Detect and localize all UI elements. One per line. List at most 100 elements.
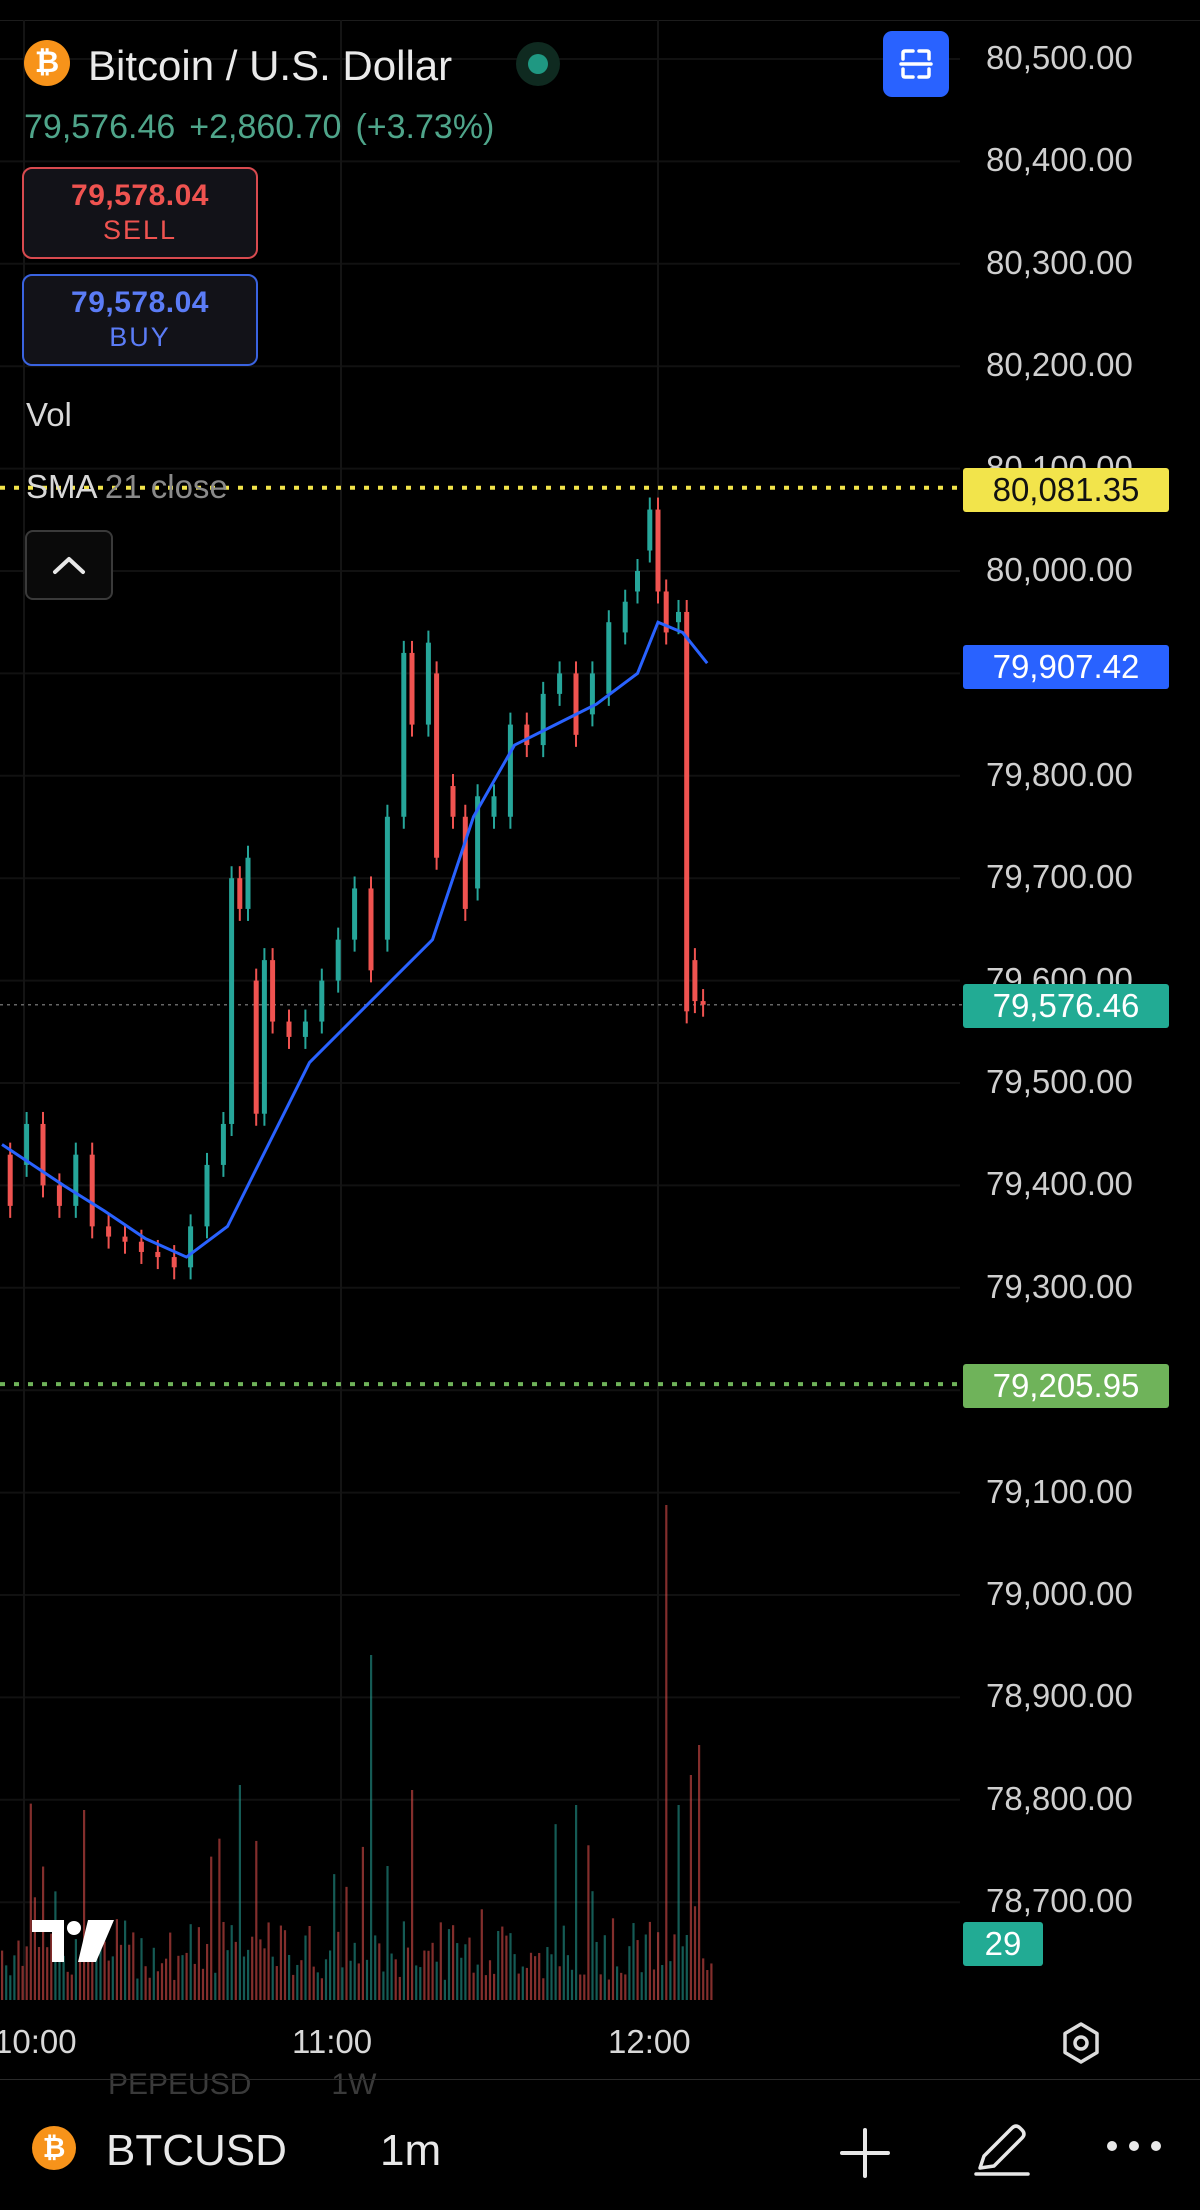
symbol-title[interactable]: Bitcoin / U.S. Dollar bbox=[88, 42, 453, 89]
volume-bar bbox=[452, 1925, 455, 2000]
volume-bar bbox=[607, 1979, 610, 2000]
volume-bar bbox=[329, 1950, 332, 2000]
volume-bar bbox=[9, 1975, 12, 2000]
volume-bar bbox=[505, 1935, 508, 2000]
volume-bar bbox=[644, 1934, 647, 2000]
chart-settings-icon[interactable] bbox=[1058, 2020, 1104, 2066]
volume-bar bbox=[214, 1972, 217, 2000]
volume-bar bbox=[538, 1952, 541, 2000]
volume-bar bbox=[702, 1958, 705, 2000]
sell-price: 79,578.04 bbox=[71, 179, 209, 212]
add-plus-icon[interactable] bbox=[838, 2126, 892, 2180]
price-tick-label: 79,800.00 bbox=[986, 755, 1133, 793]
volume-bar bbox=[484, 1975, 487, 2000]
candle-body bbox=[524, 724, 530, 746]
more-dots-icon[interactable] bbox=[1104, 2136, 1164, 2156]
bottom-toolbar: ₿ BTCUSD 1m bbox=[0, 2100, 1200, 2210]
volume-bar bbox=[33, 1897, 36, 2000]
volume-bar bbox=[382, 1971, 385, 2000]
candle-body bbox=[409, 652, 415, 725]
volume-bar bbox=[554, 1824, 557, 2000]
current-price-label: 79,576.46 bbox=[963, 984, 1169, 1028]
volume-bar bbox=[624, 1974, 627, 2000]
volume-bar bbox=[349, 1960, 352, 2000]
volume-bar bbox=[70, 1974, 73, 2000]
volume-bar bbox=[677, 1805, 680, 2000]
fullscreen-button[interactable] bbox=[883, 31, 949, 97]
interval-button[interactable]: 1m bbox=[380, 2126, 442, 2175]
volume-bar bbox=[673, 1934, 676, 2000]
volume-bar bbox=[640, 1972, 643, 2000]
volume-bar bbox=[21, 1965, 24, 2000]
volume-bar bbox=[230, 1925, 233, 2000]
volume-bar bbox=[611, 1918, 615, 2000]
volume-bar bbox=[394, 1959, 397, 2000]
volume-bar bbox=[160, 1963, 164, 2000]
candle-body bbox=[700, 1001, 706, 1005]
volume-bar bbox=[148, 1977, 151, 2000]
volume-bar bbox=[144, 1966, 147, 2000]
candle-body bbox=[237, 878, 243, 909]
session-low-label: 79,205.95 bbox=[963, 1364, 1169, 1408]
candle-body bbox=[676, 611, 681, 623]
sell-button[interactable]: 79,578.04 SELL bbox=[22, 167, 258, 259]
candle-body bbox=[589, 673, 595, 715]
volume-legend[interactable]: Vol bbox=[26, 396, 72, 434]
watchlist-ghost-item: PEPEUSD 1W bbox=[108, 2068, 377, 2101]
volume-bar bbox=[509, 1933, 512, 2000]
price-tick-label: 79,100.00 bbox=[986, 1472, 1133, 1510]
drawing-pen-icon[interactable] bbox=[970, 2118, 1032, 2180]
volume-bar bbox=[513, 1954, 516, 2000]
volume-bar bbox=[29, 1803, 32, 2000]
price-chart[interactable] bbox=[0, 0, 1200, 2080]
price-tick-label: 80,000.00 bbox=[986, 551, 1133, 588]
volume-bar bbox=[415, 1965, 418, 2000]
candle-body bbox=[692, 960, 698, 1002]
volume-bar bbox=[119, 1944, 123, 2000]
volume-bar bbox=[1, 1950, 4, 2000]
volume-bar bbox=[83, 1810, 86, 2000]
candle-body bbox=[138, 1241, 144, 1252]
sma-legend[interactable]: SMA 21 close bbox=[26, 468, 228, 506]
volume-bar bbox=[173, 1979, 176, 2000]
volume-bar bbox=[648, 1921, 651, 2000]
candle-body bbox=[573, 673, 579, 735]
volume-bar bbox=[201, 1968, 205, 2000]
volume-bar bbox=[411, 1790, 414, 2000]
buy-button[interactable]: 79,578.04 BUY bbox=[22, 274, 258, 366]
volume-bar bbox=[657, 1932, 660, 2000]
volume-bar bbox=[279, 1925, 282, 2000]
volume-bar bbox=[17, 1940, 20, 2000]
volume-bar bbox=[521, 1966, 524, 2000]
volume-bar bbox=[197, 1927, 200, 2000]
volume-bar bbox=[534, 1956, 537, 2000]
volume-bar bbox=[247, 1949, 250, 2000]
volume-bar bbox=[628, 1946, 631, 2000]
volume-bar bbox=[255, 1840, 258, 2000]
volume-bar bbox=[562, 1925, 565, 2000]
volume-bar bbox=[472, 1972, 475, 2000]
volume-bar bbox=[177, 1955, 180, 2000]
volume-bar bbox=[218, 1838, 221, 2000]
volume-bar bbox=[587, 1845, 590, 2000]
volume-bar bbox=[324, 1959, 328, 2000]
volume-bar bbox=[222, 1921, 225, 2000]
volume-bar bbox=[566, 1955, 569, 2000]
volume-bar bbox=[480, 1909, 483, 2000]
volume-bar bbox=[698, 1745, 701, 2000]
candle-body bbox=[286, 1021, 292, 1037]
sma-indicator-name: SMA bbox=[26, 468, 96, 505]
symbol-search-button[interactable]: BTCUSD bbox=[106, 2126, 287, 2175]
candle-body bbox=[663, 591, 669, 633]
volume-bar bbox=[460, 1957, 463, 2000]
volume-bar bbox=[669, 1961, 672, 2000]
last-price: 79,576.46 bbox=[24, 108, 176, 146]
status-dot-icon bbox=[528, 54, 548, 74]
volume-bar bbox=[66, 1971, 69, 2000]
candle-body bbox=[106, 1226, 112, 1237]
volume-bar bbox=[345, 1886, 348, 2000]
time-label-10: 10:00 bbox=[0, 2023, 77, 2060]
collapse-legend-button[interactable] bbox=[25, 530, 113, 600]
candle-body bbox=[384, 816, 390, 940]
volume-bar bbox=[468, 1937, 471, 2000]
